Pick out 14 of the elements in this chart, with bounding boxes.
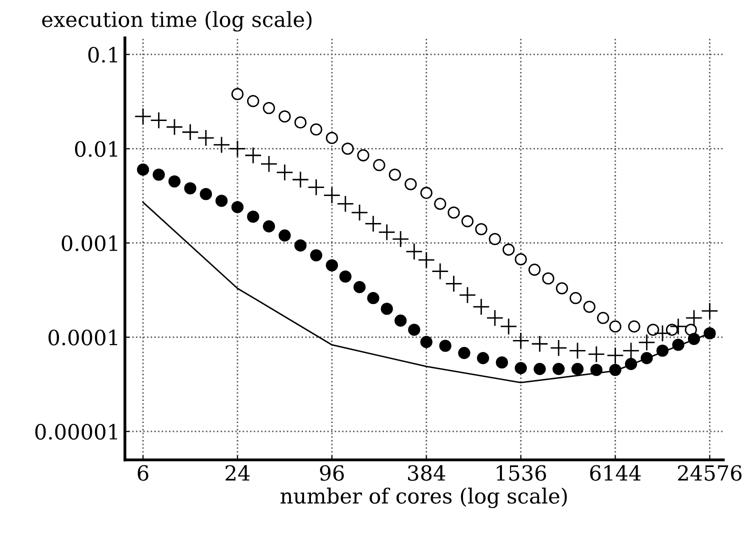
x-tick-label: 384 — [408, 465, 446, 481]
y-tick-label: 0.1 — [88, 46, 118, 63]
y-tick-label: 0.01 — [75, 141, 118, 157]
x-tick-label: 96 — [320, 465, 344, 481]
x-tick-label: 24 — [226, 465, 250, 481]
x-tick-label: 6144 — [590, 465, 641, 481]
y-axis-title: execution time (log scale) — [42, 11, 312, 32]
x-axis-title: number of cores (log scale) — [280, 488, 567, 508]
y-tick-label: 0.00001 — [35, 424, 118, 440]
y-tick-label: 0.0001 — [48, 330, 118, 346]
x-tick-label: 6 — [138, 465, 148, 481]
x-tick-label: 24576 — [678, 465, 742, 481]
x-tick-label: 1536 — [496, 465, 546, 481]
y-tick-label: 0.001 — [62, 235, 118, 252]
